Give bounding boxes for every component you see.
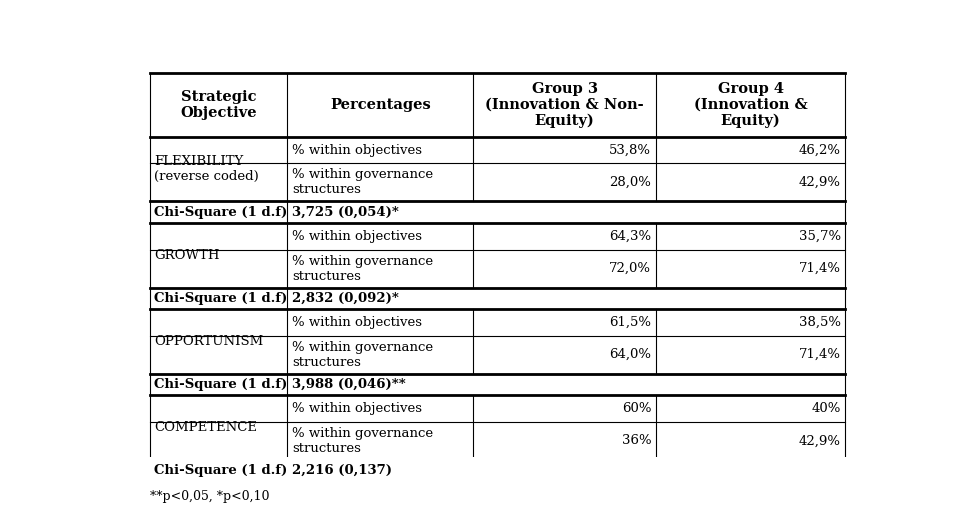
Text: 3,725 (0,054)*: 3,725 (0,054)* xyxy=(292,206,398,219)
Text: Chi-Square (1 d.f): Chi-Square (1 d.f) xyxy=(155,378,287,391)
Text: 42,9%: 42,9% xyxy=(799,176,841,189)
Text: 2,832 (0,092)*: 2,832 (0,092)* xyxy=(292,292,398,305)
Text: % within governance
structures: % within governance structures xyxy=(292,168,433,196)
Text: Group 3
(Innovation & Non-
Equity): Group 3 (Innovation & Non- Equity) xyxy=(485,82,644,128)
Text: % within objectives: % within objectives xyxy=(292,230,421,243)
Text: 60%: 60% xyxy=(622,402,651,415)
Text: 64,0%: 64,0% xyxy=(610,348,651,361)
Text: 61,5%: 61,5% xyxy=(610,316,651,329)
Text: 36%: 36% xyxy=(621,435,651,447)
Text: Percentages: Percentages xyxy=(330,98,431,112)
Text: Group 4
(Innovation &
Equity): Group 4 (Innovation & Equity) xyxy=(694,82,807,128)
Text: 53,8%: 53,8% xyxy=(610,144,651,156)
Text: 72,0%: 72,0% xyxy=(610,262,651,275)
Text: 3,988 (0,046)**: 3,988 (0,046)** xyxy=(292,378,406,391)
Text: % within objectives: % within objectives xyxy=(292,144,421,156)
Text: % within governance
structures: % within governance structures xyxy=(292,341,433,369)
Text: 42,9%: 42,9% xyxy=(799,435,841,447)
Text: % within governance
structures: % within governance structures xyxy=(292,427,433,455)
Text: FLEXIBILITY
(reverse coded): FLEXIBILITY (reverse coded) xyxy=(155,155,259,183)
Text: 28,0%: 28,0% xyxy=(610,176,651,189)
Text: % within objectives: % within objectives xyxy=(292,316,421,329)
Text: Chi-Square (1 d.f): Chi-Square (1 d.f) xyxy=(155,292,287,305)
Text: GROWTH: GROWTH xyxy=(155,249,220,262)
Text: 71,4%: 71,4% xyxy=(799,262,841,275)
Text: 64,3%: 64,3% xyxy=(609,230,651,243)
Text: % within objectives: % within objectives xyxy=(292,402,421,415)
Text: 2,216 (0,137): 2,216 (0,137) xyxy=(292,464,392,477)
Text: OPPORTUNISM: OPPORTUNISM xyxy=(155,334,263,348)
Text: 38,5%: 38,5% xyxy=(799,316,841,329)
Text: Strategic
Objective: Strategic Objective xyxy=(180,90,257,120)
Text: **p<0,05, *p<0,10: **p<0,05, *p<0,10 xyxy=(150,490,269,503)
Text: Chi-Square (1 d.f): Chi-Square (1 d.f) xyxy=(155,464,287,477)
Text: 46,2%: 46,2% xyxy=(799,144,841,156)
Text: COMPETENCE: COMPETENCE xyxy=(155,421,257,434)
Text: 40%: 40% xyxy=(811,402,841,415)
Text: Chi-Square (1 d.f): Chi-Square (1 d.f) xyxy=(155,206,287,219)
Text: 71,4%: 71,4% xyxy=(799,348,841,361)
Text: 35,7%: 35,7% xyxy=(799,230,841,243)
Text: % within governance
structures: % within governance structures xyxy=(292,254,433,283)
